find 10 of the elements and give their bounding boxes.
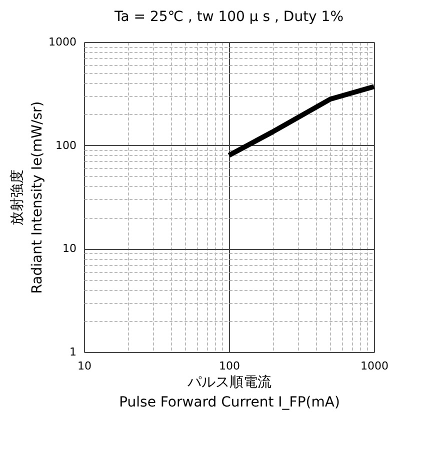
y-tick-label: 1 bbox=[70, 346, 76, 358]
y-tick-label: 10 bbox=[62, 242, 76, 256]
chart-title: Ta = 25℃ , tw 100 μ s , Duty 1% bbox=[114, 9, 344, 25]
y-tick-label: 1000 bbox=[48, 36, 76, 48]
x-tick-label: 100 bbox=[219, 360, 240, 372]
y-axis-title: 放射強度 Radiant Intensity Ie(mW/sr) bbox=[10, 101, 46, 294]
x-axis-title: パルス順電流 Pulse Forward Current I_FP(mA) bbox=[119, 374, 340, 410]
x-tick-label: 10 bbox=[78, 360, 92, 372]
y-tick-label: 100 bbox=[56, 138, 76, 152]
x-tick-label: 1000 bbox=[360, 360, 388, 372]
